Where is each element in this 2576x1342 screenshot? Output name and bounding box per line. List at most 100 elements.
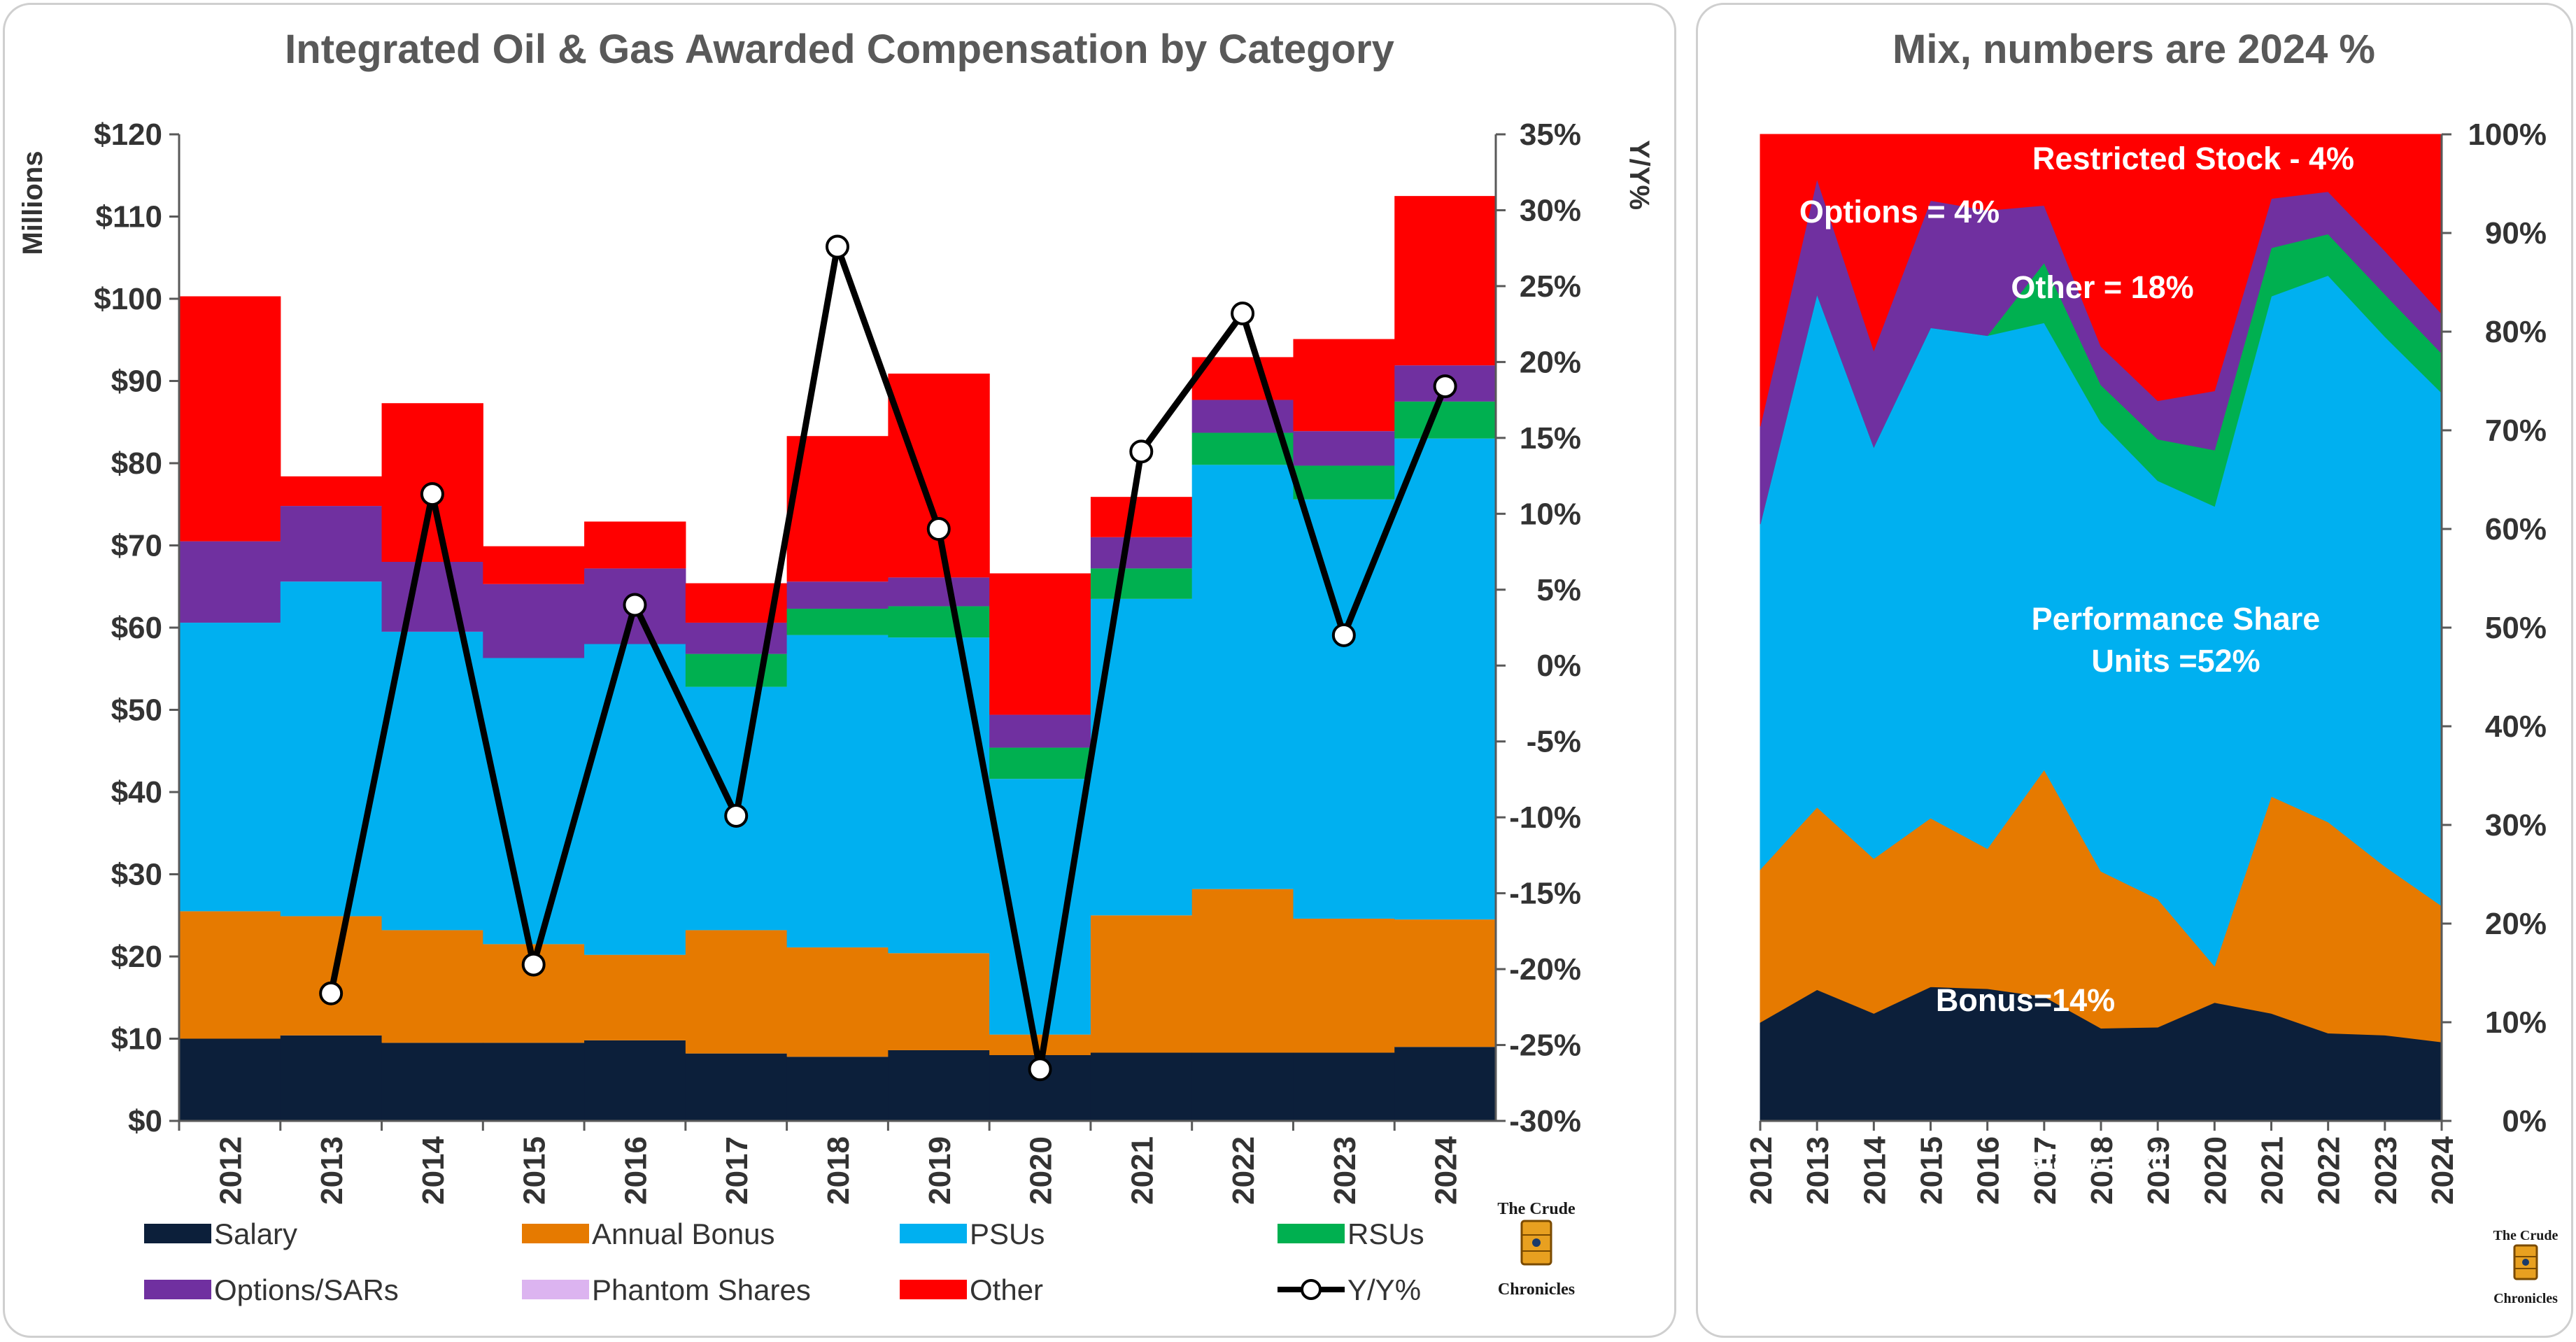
legend-swatch-phantom-shares: [522, 1280, 589, 1299]
bar-annual-bonus-2017: [685, 930, 788, 1054]
left-y-tick-label: $60: [111, 611, 162, 645]
legend-swatch-other: [900, 1280, 967, 1299]
bar-annual-bonus-2023: [1293, 918, 1395, 1053]
bar-other-2020: [989, 573, 1091, 715]
bar-rsus-2021: [1090, 568, 1193, 599]
bar-salary-2019: [888, 1050, 990, 1121]
bar-options-sars-2020: [989, 714, 1091, 748]
bar-other-2012: [179, 296, 281, 542]
legend-swatch-annual-bonus: [522, 1224, 589, 1243]
bar-salary-2018: [786, 1057, 889, 1121]
y2-tick-label: 35%: [1520, 118, 1581, 152]
yoy-line: [327, 243, 1448, 1073]
y2-tick-label: -20%: [1509, 952, 1581, 987]
left-y-tick-label: $90: [111, 365, 162, 399]
svg-text:Chronicles: Chronicles: [1498, 1280, 1575, 1299]
right-y-tick-label: 10%: [2485, 1005, 2547, 1040]
y2-tick-label: 10%: [1520, 497, 1581, 531]
bar-options-sars-2015: [483, 584, 585, 658]
left-x-tick-label: 2019: [923, 1136, 957, 1205]
legend-label-other: Other: [970, 1273, 1043, 1306]
left-y-tick-label: $100: [94, 282, 162, 316]
right-x-tick-label: 2022: [2312, 1136, 2347, 1205]
left-x-tick-label: 2015: [518, 1136, 552, 1205]
right-axes: 0% 10% 20% 30% 40% 50% 60% 70% 80% 90% 100% 2012 201…: [1744, 118, 2547, 1205]
yoy-point: [1129, 439, 1154, 464]
yoy-point: [926, 517, 951, 541]
left-y-tick-label: $20: [111, 940, 162, 974]
bar-psus-2021: [1090, 598, 1193, 916]
y2-tick-label: 20%: [1520, 345, 1581, 379]
bar-rsus-2019: [888, 606, 990, 638]
legend-label-phantom-shares: Phantom Shares: [592, 1273, 811, 1306]
right-y-tick-label: 80%: [2485, 315, 2547, 349]
bar-other-2021: [1090, 497, 1193, 537]
left-chart-title: Integrated Oil & Gas Awarded Compensatio…: [285, 27, 1394, 72]
annotation-psu-line1: Performance Share: [2032, 601, 2321, 637]
left-x-tick-label: 2024: [1429, 1136, 1464, 1204]
legend-label-salary: Salary: [214, 1217, 297, 1250]
y2-tick-label: 5%: [1536, 573, 1581, 607]
left-y2-axis-title: Y/Y%: [1624, 140, 1655, 210]
left-x-tick-label: 2016: [618, 1136, 653, 1205]
y2-tick-label: 25%: [1520, 269, 1581, 304]
bar-psus-2012: [179, 622, 281, 912]
bar-psus-2019: [888, 637, 990, 954]
annotation-other: Other = 18%: [2011, 269, 2193, 305]
yoy-point: [1331, 623, 1356, 647]
bar-annual-bonus-2012: [179, 911, 281, 1039]
right-x-tick-label: 2014: [1857, 1136, 1892, 1204]
left-y-tick-label: $110: [96, 200, 162, 234]
bar-options-sars-2019: [888, 577, 990, 607]
legend-label-options-sars: Options/SARs: [214, 1273, 399, 1306]
bar-options-sars-2013: [280, 506, 383, 582]
left-x-tick-label: 2014: [416, 1136, 451, 1204]
right-x-tick-label: 2023: [2369, 1136, 2403, 1205]
bar-rsus-2018: [786, 608, 889, 635]
bar-other-2018: [786, 436, 889, 582]
bar-psus-2014: [381, 631, 483, 931]
left-y-tick-label: $40: [111, 775, 162, 810]
svg-text:Chronicles: Chronicles: [2493, 1291, 2558, 1306]
bar-salary-2014: [381, 1043, 483, 1121]
bar-annual-bonus-2019: [888, 953, 990, 1050]
bar-annual-bonus-2021: [1090, 915, 1193, 1053]
right-x-tick-label: 2021: [2256, 1136, 2290, 1205]
y2-tick-label: -30%: [1509, 1104, 1581, 1138]
right-areas: [1760, 134, 2442, 1122]
annotation-restricted-stock: Restricted Stock - 4%: [2032, 141, 2354, 176]
left-x-tick-label: 2021: [1125, 1136, 1159, 1205]
right-x-tick-label: 2018: [2085, 1136, 2119, 1205]
legend: Salary Annual Bonus PSUs RSUs Options/SARs Ph…: [144, 1217, 1424, 1306]
bar-rsus-2020: [989, 747, 1091, 779]
bar-options-sars-2023: [1293, 431, 1395, 466]
bar-salary-2017: [685, 1053, 788, 1121]
bar-salary-2021: [1090, 1052, 1193, 1121]
bar-salary-2016: [584, 1040, 686, 1121]
left-x-tick-label: 2017: [720, 1136, 754, 1205]
left-x-tick-label: 2022: [1226, 1136, 1261, 1205]
bar-annual-bonus-2013: [280, 916, 383, 1036]
left-y-axis-title: Millions: [17, 151, 48, 255]
yoy-point: [521, 952, 546, 977]
bar-psus-2020: [989, 779, 1091, 1035]
bar-other-2016: [584, 521, 686, 569]
right-y-tick-label: 40%: [2485, 709, 2547, 744]
bar-psus-2016: [584, 644, 686, 955]
bar-rsus-2022: [1191, 432, 1294, 465]
right-y-tick-label: 50%: [2485, 611, 2547, 645]
left-x-tick-label: 2018: [821, 1136, 856, 1205]
legend-swatch-salary: [144, 1224, 211, 1243]
logo-right: The Crude Chronicles: [2493, 1228, 2559, 1306]
bar-other-2023: [1293, 339, 1395, 432]
yoy-point: [1231, 301, 1255, 325]
bar-options-sars-2021: [1090, 537, 1193, 569]
right-x-tick-label: 2019: [2142, 1136, 2176, 1205]
right-y-tick-label: 30%: [2485, 808, 2547, 842]
left-y-tick-label: $70: [111, 529, 162, 563]
yoy-point: [319, 981, 344, 1005]
bar-annual-bonus-2024: [1394, 919, 1496, 1047]
right-x-tick-label: 2013: [1801, 1136, 1835, 1205]
bar-psus-2022: [1191, 465, 1294, 889]
